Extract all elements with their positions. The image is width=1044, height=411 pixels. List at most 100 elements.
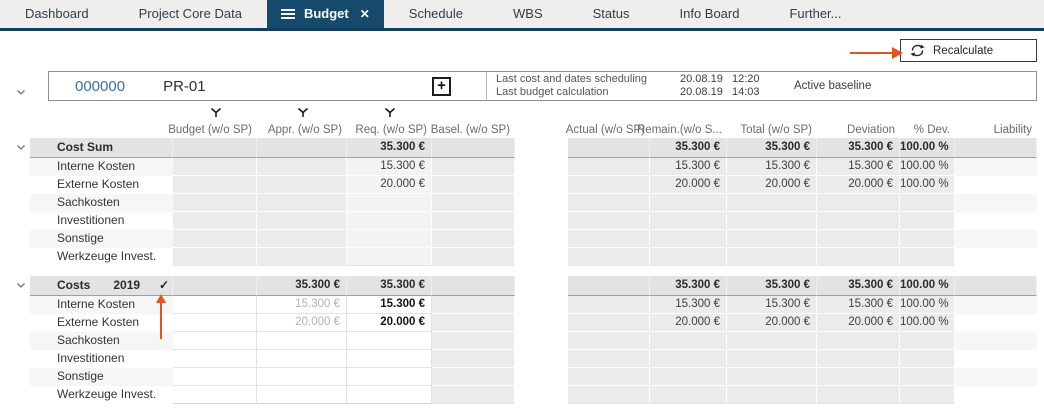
tab-info-board[interactable]: Info Board — [679, 6, 740, 21]
cell-actual — [568, 158, 650, 176]
tab-further[interactable]: Further... — [789, 6, 842, 21]
close-icon[interactable]: ✕ — [359, 7, 370, 21]
column-gap — [515, 332, 568, 350]
cell-liability — [955, 194, 1037, 212]
cell-remain — [650, 350, 727, 368]
cell-basel — [432, 386, 515, 404]
cell-appr — [257, 176, 347, 194]
sum-row-label: Cost Sum — [30, 138, 173, 158]
cell-appr[interactable] — [257, 350, 347, 368]
cell-dev: 20.000 € — [817, 314, 900, 332]
cell-budget[interactable] — [173, 296, 257, 314]
cell-budget — [173, 230, 257, 248]
cell-pdev — [900, 368, 955, 386]
collapse-chevron-icon[interactable] — [16, 277, 26, 296]
cell-budget[interactable] — [173, 350, 257, 368]
sum-cell-liability — [955, 276, 1037, 296]
cell-appr[interactable] — [257, 332, 347, 350]
column-gap — [515, 119, 568, 137]
column-header-pdev: % Dev. — [900, 105, 955, 137]
cell-req[interactable]: 15.300 € — [347, 296, 432, 314]
sum-cell-actual — [568, 276, 650, 296]
column-gap — [515, 138, 568, 158]
cost-row: Interne Kosten 15.300 €15.300 €15.300 €15… — [0, 296, 1037, 314]
cell-dev: 15.300 € — [817, 158, 900, 176]
cell-appr[interactable]: 20.000 € — [257, 314, 347, 332]
cell-basel — [432, 296, 515, 314]
column-gap — [515, 194, 568, 212]
sum-cell-pdev: 100.00 % — [900, 276, 955, 296]
cell-req[interactable] — [347, 386, 432, 404]
last-budget-calc-time: 14:03 — [732, 86, 760, 98]
cell-req — [347, 194, 432, 212]
recalculate-button[interactable]: Recalculate — [900, 39, 1037, 62]
cell-actual — [568, 230, 650, 248]
cell-appr[interactable] — [257, 386, 347, 404]
cost-row-label: Sachkosten — [30, 332, 173, 350]
annotation-arrowhead-recalculate — [892, 47, 903, 59]
cell-dev: 15.300 € — [817, 296, 900, 314]
column-gap — [515, 314, 568, 332]
cell-budget[interactable] — [173, 332, 257, 350]
cell-req[interactable] — [347, 368, 432, 386]
cell-appr — [257, 158, 347, 176]
cell-dev — [817, 350, 900, 368]
column-header-label: Budget (w/o SP) — [168, 124, 252, 136]
cost-row-label: Werkzeuge Invest. — [57, 387, 157, 401]
cell-basel — [432, 314, 515, 332]
cell-req[interactable] — [347, 350, 432, 368]
row-gutter — [0, 248, 30, 266]
cell-budget[interactable] — [173, 314, 257, 332]
block-gap — [0, 266, 1037, 276]
tab-dashboard[interactable]: Dashboard — [25, 6, 89, 21]
filter-icon[interactable] — [297, 107, 309, 121]
cell-req: 15.300 € — [347, 158, 432, 176]
cost-row-label: Sachkosten — [30, 194, 173, 212]
tab-schedule[interactable]: Schedule — [408, 6, 463, 21]
cell-pdev — [900, 386, 955, 404]
cell-remain: 20.000 € — [650, 314, 727, 332]
cell-appr[interactable] — [257, 368, 347, 386]
filter-icon[interactable] — [384, 107, 396, 121]
cell-basel — [432, 158, 515, 176]
cell-pdev: 100.00 % — [900, 176, 955, 194]
cell-total — [727, 368, 817, 386]
column-gap — [515, 158, 568, 176]
filter-icon[interactable] — [210, 107, 222, 121]
column-header-total: Total (w/o SP) — [727, 105, 817, 137]
cell-actual — [568, 194, 650, 212]
row-gutter — [0, 212, 30, 230]
cell-liability — [955, 314, 1037, 332]
active-baseline-label: Active baseline — [794, 80, 872, 92]
cell-pdev — [900, 230, 955, 248]
add-button[interactable]: + — [432, 76, 451, 96]
row-gutter — [0, 368, 30, 386]
column-gap — [515, 176, 568, 194]
cell-pdev: 100.00 % — [900, 158, 955, 176]
collapse-chevron-icon[interactable] — [16, 139, 26, 158]
project-collapse-chevron-icon[interactable] — [16, 83, 26, 101]
cell-pdev — [900, 194, 955, 212]
cell-appr[interactable]: 15.300 € — [257, 296, 347, 314]
cell-basel — [432, 332, 515, 350]
cost-row: Externe Kosten 20.000 €20.000 €20.000 €20… — [0, 314, 1037, 332]
cell-req[interactable]: 20.000 € — [347, 314, 432, 332]
approved-checkmark-icon[interactable]: ✓ — [159, 278, 170, 292]
column-header-req: Req. (w/o SP) — [347, 105, 432, 137]
cell-req[interactable] — [347, 332, 432, 350]
cell-total — [727, 212, 817, 230]
budget-table: Budget (w/o SP) Appr. (w/o SP) Req. (w/o S… — [0, 105, 1037, 404]
column-header-remain: Remain.(w/o S... — [637, 105, 727, 137]
row-gutter — [0, 332, 30, 350]
cell-liability — [955, 332, 1037, 350]
tab-status[interactable]: Status — [592, 6, 630, 21]
tab-wbs[interactable]: WBS — [513, 6, 543, 21]
cell-appr — [257, 194, 347, 212]
tab-budget[interactable]: Budget ✕ — [266, 0, 384, 28]
recalculate-label: Recalculate — [933, 44, 994, 57]
sum-cell-dev: 35.300 € — [817, 276, 900, 296]
cell-budget[interactable] — [173, 368, 257, 386]
cell-budget[interactable] — [173, 386, 257, 404]
column-header-label: Total (w/o SP) — [740, 124, 812, 136]
tab-project-core-data[interactable]: Project Core Data — [138, 6, 242, 21]
